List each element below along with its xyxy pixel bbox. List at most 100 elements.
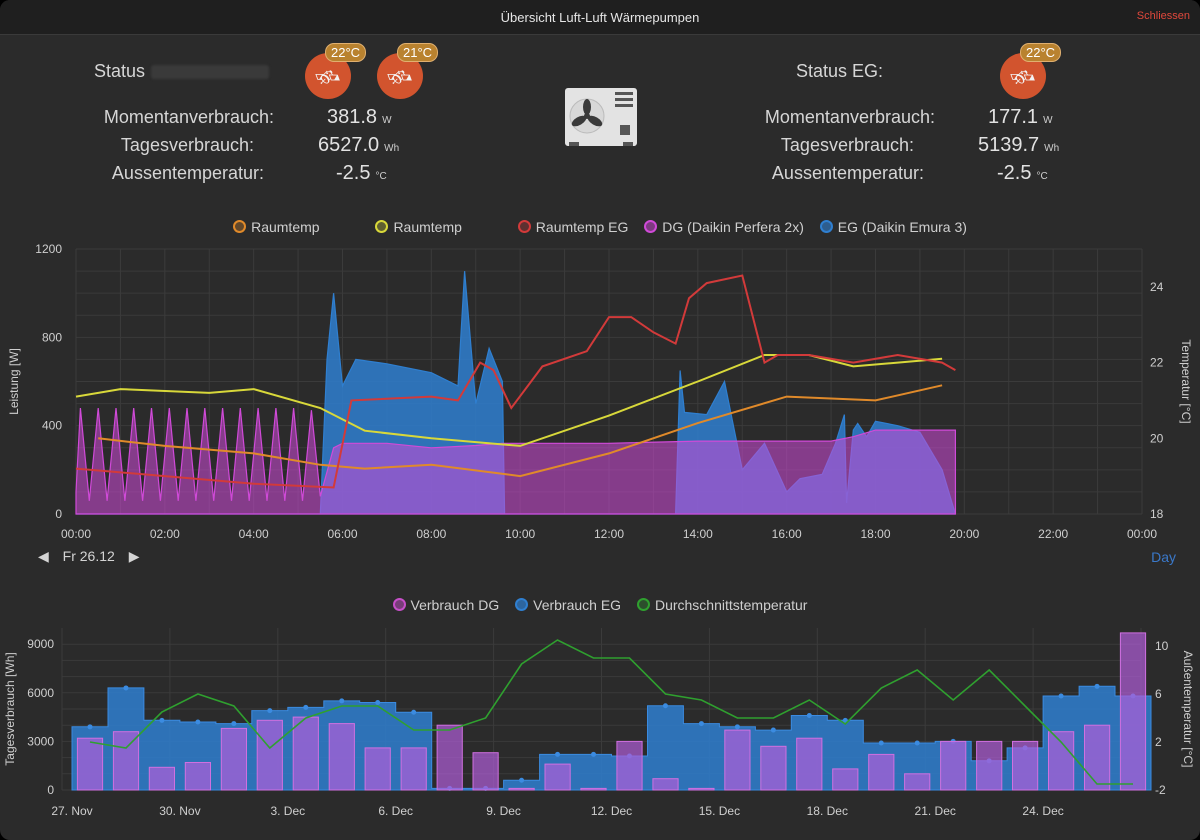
legend-item-dg[interactable]: DG (Daikin Perfera 2x) (644, 219, 804, 235)
x-tick-label: 15. Dec (699, 804, 740, 818)
window-title: Übersicht Luft-Luft Wärmepumpen (500, 10, 700, 25)
x-tick-label: 08:00 (416, 527, 446, 540)
y-tick-label: 400 (42, 419, 62, 433)
eg-point (87, 724, 93, 730)
y2-tick-label: 10 (1155, 639, 1169, 653)
x-tick-label: 6. Dec (378, 804, 413, 818)
legend-dot (517, 220, 531, 233)
eg-momentan-value: 177.1 (988, 106, 1039, 128)
close-button[interactable]: Schliessen (1136, 10, 1190, 22)
series-line-2 (75, 354, 943, 447)
bar-verbrauch-dg (724, 729, 751, 791)
x-tick-label: 9. Dec (486, 804, 521, 818)
y-tick-label: 1200 (35, 242, 62, 256)
x-tick-label: 00:00 (1127, 527, 1157, 540)
bar-verbrauch-dg (796, 737, 823, 791)
x-tick-label: 12. Dec (591, 804, 632, 818)
bar-verbrauch-dg (616, 740, 643, 791)
status-eg-label: Status EG: (796, 61, 884, 81)
eg-momentan-label: Momentanverbrauch: (764, 107, 935, 127)
range-day-button[interactable]: Day (1151, 549, 1176, 565)
y2-tick-label: 20 (1150, 431, 1164, 445)
dg-tages-label: Tagesverbrauch: (120, 135, 254, 155)
bar-verbrauch-dg (652, 778, 679, 791)
satellite-icon: 🛰 (384, 63, 416, 93)
eg-aussen-label: Aussentemperatur: (771, 163, 924, 183)
bar-verbrauch-dg (832, 768, 859, 791)
eg-unit-badge[interactable]: 🛰 22°C (1000, 43, 1062, 99)
prev-day-button[interactable]: ◀ (38, 548, 49, 564)
status-dg-text: Status (94, 61, 146, 81)
y2-axis-title: Temperatur [°C] (1179, 339, 1193, 423)
x-tick-label: 00:00 (61, 527, 91, 540)
eg-point (1094, 683, 1100, 689)
eg-point (734, 724, 740, 730)
daily-consumption-chart[interactable]: 0 3000 6000 9000 -2 2 6 10 27. Nov 30. Nov 3. Dec 6… (0, 620, 1200, 835)
next-day-button[interactable]: ▶ (128, 548, 140, 564)
eg-aussen-value: -2.5 (997, 162, 1032, 184)
eg-point (878, 740, 884, 746)
eg-point (231, 721, 237, 727)
satellite-icon: 🛰 (312, 63, 344, 93)
legend-dot (636, 598, 650, 611)
legend-dot (644, 220, 658, 233)
current-date: Fr 26.12 (62, 548, 115, 564)
power-temperature-chart[interactable]: 0 400 800 1200 18 20 22 24 00:00 02:00 04:00 06:00 0… (0, 240, 1200, 540)
legend-item-eg[interactable]: EG (Daikin Emura 3) (819, 219, 967, 235)
eg-point (195, 719, 201, 725)
legend-item-durchschnittstemperatur[interactable]: Durchschnittstemperatur (636, 597, 808, 613)
bar-verbrauch-dg (688, 787, 715, 791)
legend-label: Verbrauch EG (533, 597, 622, 613)
bar-verbrauch-dg (544, 763, 571, 791)
y2-tick-label: -2 (1155, 783, 1166, 797)
legend-dot (819, 220, 833, 233)
bar-verbrauch-dg (148, 766, 176, 791)
eg-point (375, 700, 381, 706)
eg-point (1058, 693, 1064, 699)
eg-point (123, 685, 129, 691)
eg-unit-temp: 22°C (1020, 43, 1062, 62)
dg-unit-2-temp: 21°C (397, 43, 439, 62)
eg-point (303, 704, 309, 710)
legend-label: Verbrauch DG (410, 597, 500, 613)
bar-verbrauch-dg (436, 724, 463, 791)
y-tick-label: 0 (47, 783, 54, 797)
eg-point (519, 777, 525, 783)
x-tick-label: 14:00 (683, 527, 713, 540)
bar-verbrauch-dg (1119, 632, 1147, 791)
dg-aussen-label: Aussentemperatur: (111, 163, 264, 183)
eg-point (842, 717, 848, 723)
dg-tages-unit: Wh (384, 143, 400, 154)
eg-point (159, 717, 165, 723)
legend-item-raumtemp-1[interactable]: Raumtemp (233, 219, 359, 235)
bar-verbrauch-dg (112, 731, 140, 791)
legend-item-verbrauch-eg[interactable]: Verbrauch EG (515, 597, 621, 613)
bar-verbrauch-dg (400, 747, 427, 791)
legend-item-raumtemp-2[interactable]: Raumtemp (375, 219, 501, 235)
bar-verbrauch-dg (364, 747, 391, 791)
x-tick-label: 18. Dec (807, 804, 848, 818)
legend-dot (515, 598, 529, 611)
chart2-legend: Verbrauch DG Verbrauch EG Durchschnittst… (0, 597, 1200, 613)
bar-verbrauch-dg (1084, 724, 1111, 791)
bar-verbrauch-dg (868, 753, 895, 791)
title-bar: Übersicht Luft-Luft Wärmepumpen Schliess… (0, 0, 1200, 35)
bar-verbrauch-dg (184, 762, 212, 791)
dg-aussen-unit: °C (375, 171, 387, 182)
legend-item-raumtemp-eg[interactable]: Raumtemp EG (517, 219, 628, 235)
legend-item-verbrauch-dg[interactable]: Verbrauch DG (392, 597, 500, 613)
legend-label: Raumtemp (251, 219, 320, 235)
y2-tick-label: 24 (1150, 280, 1164, 294)
bar-verbrauch-dg (580, 787, 607, 791)
eg-tages-label: Tagesverbrauch: (780, 135, 914, 155)
eg-point (662, 703, 668, 709)
dg-unit-1-badge[interactable]: 🛰 22°C (305, 43, 367, 99)
dg-unit-2-badge[interactable]: 🛰 21°C (377, 43, 439, 99)
eg-point (698, 721, 704, 727)
x-tick-label: 10:00 (505, 527, 535, 540)
legend-label: Durchschnittstemperatur (654, 597, 808, 613)
dg-momentan-value: 381.8 (327, 106, 378, 128)
dg-momentan-readout: 381.8 W (327, 106, 392, 129)
eg-momentan-readout: 177.1 W (988, 106, 1053, 129)
x-tick-label: 22:00 (1038, 527, 1068, 540)
